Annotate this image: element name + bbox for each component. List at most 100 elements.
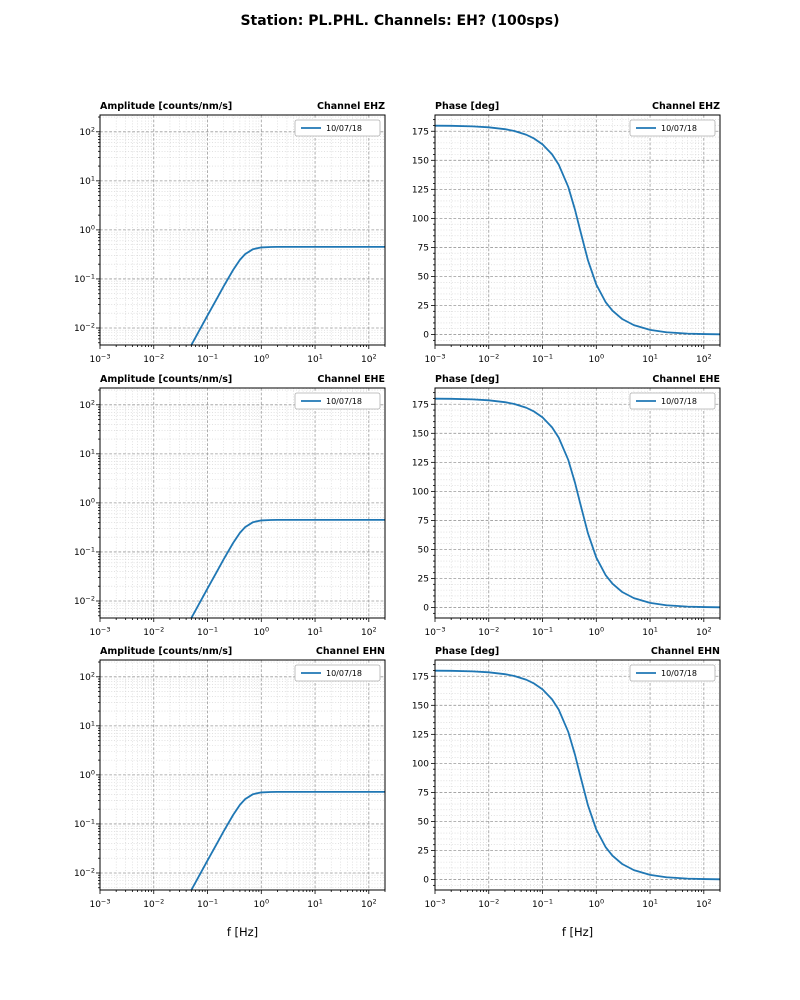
svg-text:101: 101 (79, 447, 95, 460)
subplot-phase-ehz: 10−3 10−2 10−1 100 101 102 0 25 50 75 100 125 150 175… (380, 95, 728, 379)
axis-title-left: Amplitude [counts/nm/s] (100, 646, 232, 657)
svg-text:125: 125 (412, 185, 429, 195)
svg-text:10−2: 10−2 (478, 898, 499, 911)
subplot-phase-ehn: 10−3 10−2 10−1 100 101 102 0 25 50 75 100 125 150 175… (380, 640, 728, 956)
svg-text:50: 50 (418, 272, 430, 282)
svg-text:75: 75 (418, 516, 429, 526)
svg-text:101: 101 (307, 353, 323, 366)
svg-text:10−2: 10−2 (74, 321, 95, 334)
svg-text:102: 102 (696, 898, 712, 911)
svg-text:10−2: 10−2 (74, 866, 95, 879)
svg-text:100: 100 (588, 626, 604, 639)
channel-label: Channel EHZ (317, 101, 385, 112)
axis-title-left: Phase [deg] (435, 101, 499, 112)
chart-canvas: 10−3 10−2 10−1 100 101 102 0 25 50 75 100 125 150 175… (412, 646, 721, 939)
subplot-amplitude-ehn: 10−3 10−2 10−1 100 101 102 10−2 10−1 100 101 102 Am… (45, 640, 393, 956)
chart-canvas: 10−3 10−2 10−1 100 101 102 10−2 10−1 100 101 102 Am… (74, 646, 386, 939)
svg-text:101: 101 (642, 353, 658, 366)
svg-text:100: 100 (588, 353, 604, 366)
legend-date-label: 10/07/18 (661, 124, 697, 133)
svg-text:10−1: 10−1 (532, 626, 553, 639)
x-axis-label: f [Hz] (562, 925, 593, 939)
svg-text:10−1: 10−1 (532, 353, 553, 366)
svg-text:175: 175 (412, 400, 429, 410)
svg-text:0: 0 (423, 876, 429, 886)
legend: 10/07/18 (294, 119, 381, 137)
svg-text:25: 25 (418, 847, 429, 857)
svg-text:102: 102 (79, 125, 95, 138)
svg-text:50: 50 (418, 817, 430, 827)
svg-text:102: 102 (696, 626, 712, 639)
svg-text:100: 100 (588, 898, 604, 911)
svg-text:10−2: 10−2 (74, 594, 95, 607)
channel-label: Channel EHZ (652, 101, 720, 112)
legend-date-label: 10/07/18 (661, 669, 697, 678)
response-curve (190, 790, 385, 890)
svg-text:10−1: 10−1 (197, 898, 218, 911)
svg-text:101: 101 (642, 898, 658, 911)
svg-text:10−1: 10−1 (74, 272, 95, 285)
svg-text:25: 25 (418, 302, 429, 312)
channel-label: Channel EHN (651, 646, 720, 657)
chart-canvas: 10−3 10−2 10−1 100 101 102 0 25 50 75 100 125 150 175… (412, 101, 721, 366)
svg-text:175: 175 (412, 127, 429, 137)
svg-text:125: 125 (412, 458, 429, 468)
svg-text:50: 50 (418, 545, 430, 555)
legend: 10/07/18 (629, 392, 716, 410)
svg-text:101: 101 (79, 719, 95, 732)
subplot-phase-ehe: 10−3 10−2 10−1 100 101 102 0 25 50 75 100 125 150 175… (380, 368, 728, 652)
legend-date-label: 10/07/18 (661, 397, 697, 406)
svg-text:100: 100 (253, 898, 269, 911)
figure-title: Station: PL.PHL. Channels: EH? (100sps) (240, 13, 560, 29)
svg-text:10−3: 10−3 (89, 353, 110, 366)
svg-text:10−1: 10−1 (197, 353, 218, 366)
svg-text:10−1: 10−1 (74, 817, 95, 830)
svg-text:100: 100 (412, 487, 429, 497)
svg-text:100: 100 (253, 626, 269, 639)
svg-text:100: 100 (79, 496, 95, 509)
svg-text:10−2: 10−2 (143, 898, 164, 911)
svg-text:101: 101 (307, 626, 323, 639)
svg-text:75: 75 (418, 788, 429, 798)
response-curve (435, 397, 720, 609)
subplot-amplitude-ehz: 10−3 10−2 10−1 100 101 102 10−2 10−1 100 101 102 Am… (45, 95, 393, 379)
svg-text:102: 102 (361, 353, 377, 366)
svg-text:25: 25 (418, 575, 429, 585)
response-curve (190, 245, 385, 345)
svg-text:102: 102 (79, 398, 95, 411)
svg-text:10−2: 10−2 (143, 626, 164, 639)
chart-canvas: 10−3 10−2 10−1 100 101 102 10−2 10−1 100 101 102 Am… (74, 374, 386, 639)
axis-title-left: Amplitude [counts/nm/s] (100, 101, 232, 112)
svg-text:100: 100 (79, 223, 95, 236)
legend: 10/07/18 (629, 119, 716, 137)
svg-text:10−3: 10−3 (424, 626, 445, 639)
svg-text:101: 101 (307, 898, 323, 911)
svg-text:150: 150 (412, 429, 429, 439)
subplot-amplitude-ehe: 10−3 10−2 10−1 100 101 102 10−2 10−1 100 101 102 Am… (45, 368, 393, 652)
svg-text:10−1: 10−1 (197, 626, 218, 639)
svg-text:10−2: 10−2 (478, 353, 499, 366)
chart-canvas: 10−3 10−2 10−1 100 101 102 0 25 50 75 100 125 150 175… (412, 374, 721, 639)
svg-text:150: 150 (412, 701, 429, 711)
legend-date-label: 10/07/18 (326, 124, 362, 133)
channel-label: Channel EHE (652, 374, 720, 385)
svg-text:0: 0 (423, 331, 429, 341)
axis-title-left: Phase [deg] (435, 646, 499, 657)
svg-text:10−3: 10−3 (424, 898, 445, 911)
svg-text:150: 150 (412, 156, 429, 166)
svg-text:10−3: 10−3 (89, 626, 110, 639)
svg-text:10−1: 10−1 (532, 898, 553, 911)
svg-text:125: 125 (412, 730, 429, 740)
svg-text:100: 100 (412, 759, 429, 769)
channel-label: Channel EHE (317, 374, 385, 385)
svg-text:10−3: 10−3 (89, 898, 110, 911)
svg-text:102: 102 (361, 898, 377, 911)
response-curve (190, 518, 385, 618)
svg-text:175: 175 (412, 672, 429, 682)
legend-date-label: 10/07/18 (326, 397, 362, 406)
axis-title-left: Phase [deg] (435, 374, 499, 385)
chart-canvas: 10−3 10−2 10−1 100 101 102 10−2 10−1 100 101 102 Am… (74, 101, 386, 366)
svg-text:10−1: 10−1 (74, 545, 95, 558)
svg-text:101: 101 (642, 626, 658, 639)
